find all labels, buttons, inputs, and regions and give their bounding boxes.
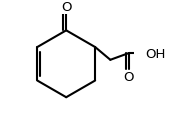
Text: O: O [124, 70, 134, 83]
Text: OH: OH [145, 47, 166, 60]
Text: O: O [61, 0, 71, 13]
